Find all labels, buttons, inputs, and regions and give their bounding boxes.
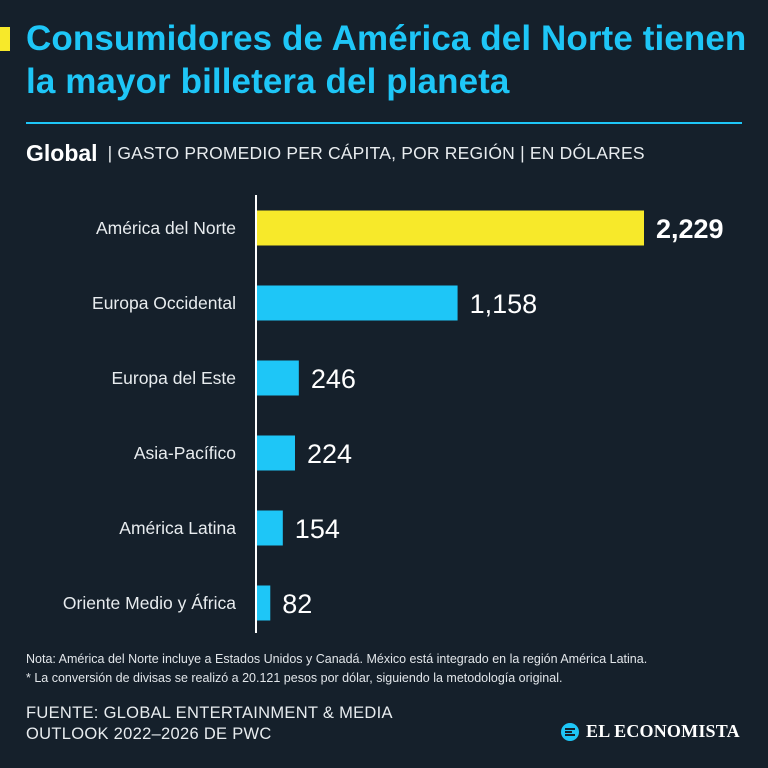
value-label-0: 2,229 bbox=[656, 214, 724, 244]
bar-2 bbox=[256, 360, 299, 396]
category-label-1: Europa Occidental bbox=[92, 293, 236, 313]
bar-4 bbox=[256, 510, 283, 546]
measure-description: | GASTO PROMEDIO PER CÁPITA, POR REGIÓN … bbox=[107, 142, 645, 163]
value-label-1: 1,158 bbox=[470, 289, 538, 319]
bar-chart: América del Norte 2,229 Europa Occidental 1… bbox=[63, 195, 724, 633]
page-title: Consumidores de América del Norte tienen… bbox=[26, 19, 747, 101]
category-label-0: América del Norte bbox=[96, 218, 236, 238]
category-label-4: América Latina bbox=[119, 518, 236, 538]
category-label-3: Asia-Pacífico bbox=[134, 443, 236, 463]
source-line-1: FUENTE: GLOBAL ENTERTAINMENT & MEDIA bbox=[26, 704, 393, 722]
title-divider bbox=[26, 122, 742, 124]
bar-3 bbox=[256, 435, 295, 471]
footnotes: Nota: América del Norte incluye a Estado… bbox=[26, 650, 756, 688]
note-regions: Nota: América del Norte incluye a Estado… bbox=[26, 652, 648, 666]
note-currency: * La conversión de divisas se realizó a … bbox=[26, 671, 563, 685]
category-label-2: Europa del Este bbox=[111, 368, 236, 388]
source-citation: FUENTE: GLOBAL ENTERTAINMENT & MEDIA OUT… bbox=[26, 703, 393, 745]
brand-name: EL ECONOMISTA bbox=[586, 721, 740, 741]
el-economista-logo-icon bbox=[561, 722, 579, 741]
value-label-4: 154 bbox=[295, 514, 340, 544]
source-line-2: OUTLOOK 2022–2026 DE PWC bbox=[26, 725, 272, 743]
bar-1 bbox=[256, 285, 458, 321]
value-label-2: 246 bbox=[311, 364, 356, 394]
value-label-3: 224 bbox=[307, 439, 352, 469]
bar-0 bbox=[256, 210, 644, 246]
scope-label: Global bbox=[26, 139, 98, 166]
accent-mark bbox=[0, 27, 10, 51]
chart-subtitle: Global | GASTO PROMEDIO PER CÁPITA, POR … bbox=[26, 136, 645, 170]
category-label-5: Oriente Medio y África bbox=[63, 593, 236, 613]
value-label-5: 82 bbox=[282, 589, 312, 619]
bar-5 bbox=[256, 585, 271, 621]
brand-logo: EL ECONOMISTA bbox=[560, 721, 740, 742]
